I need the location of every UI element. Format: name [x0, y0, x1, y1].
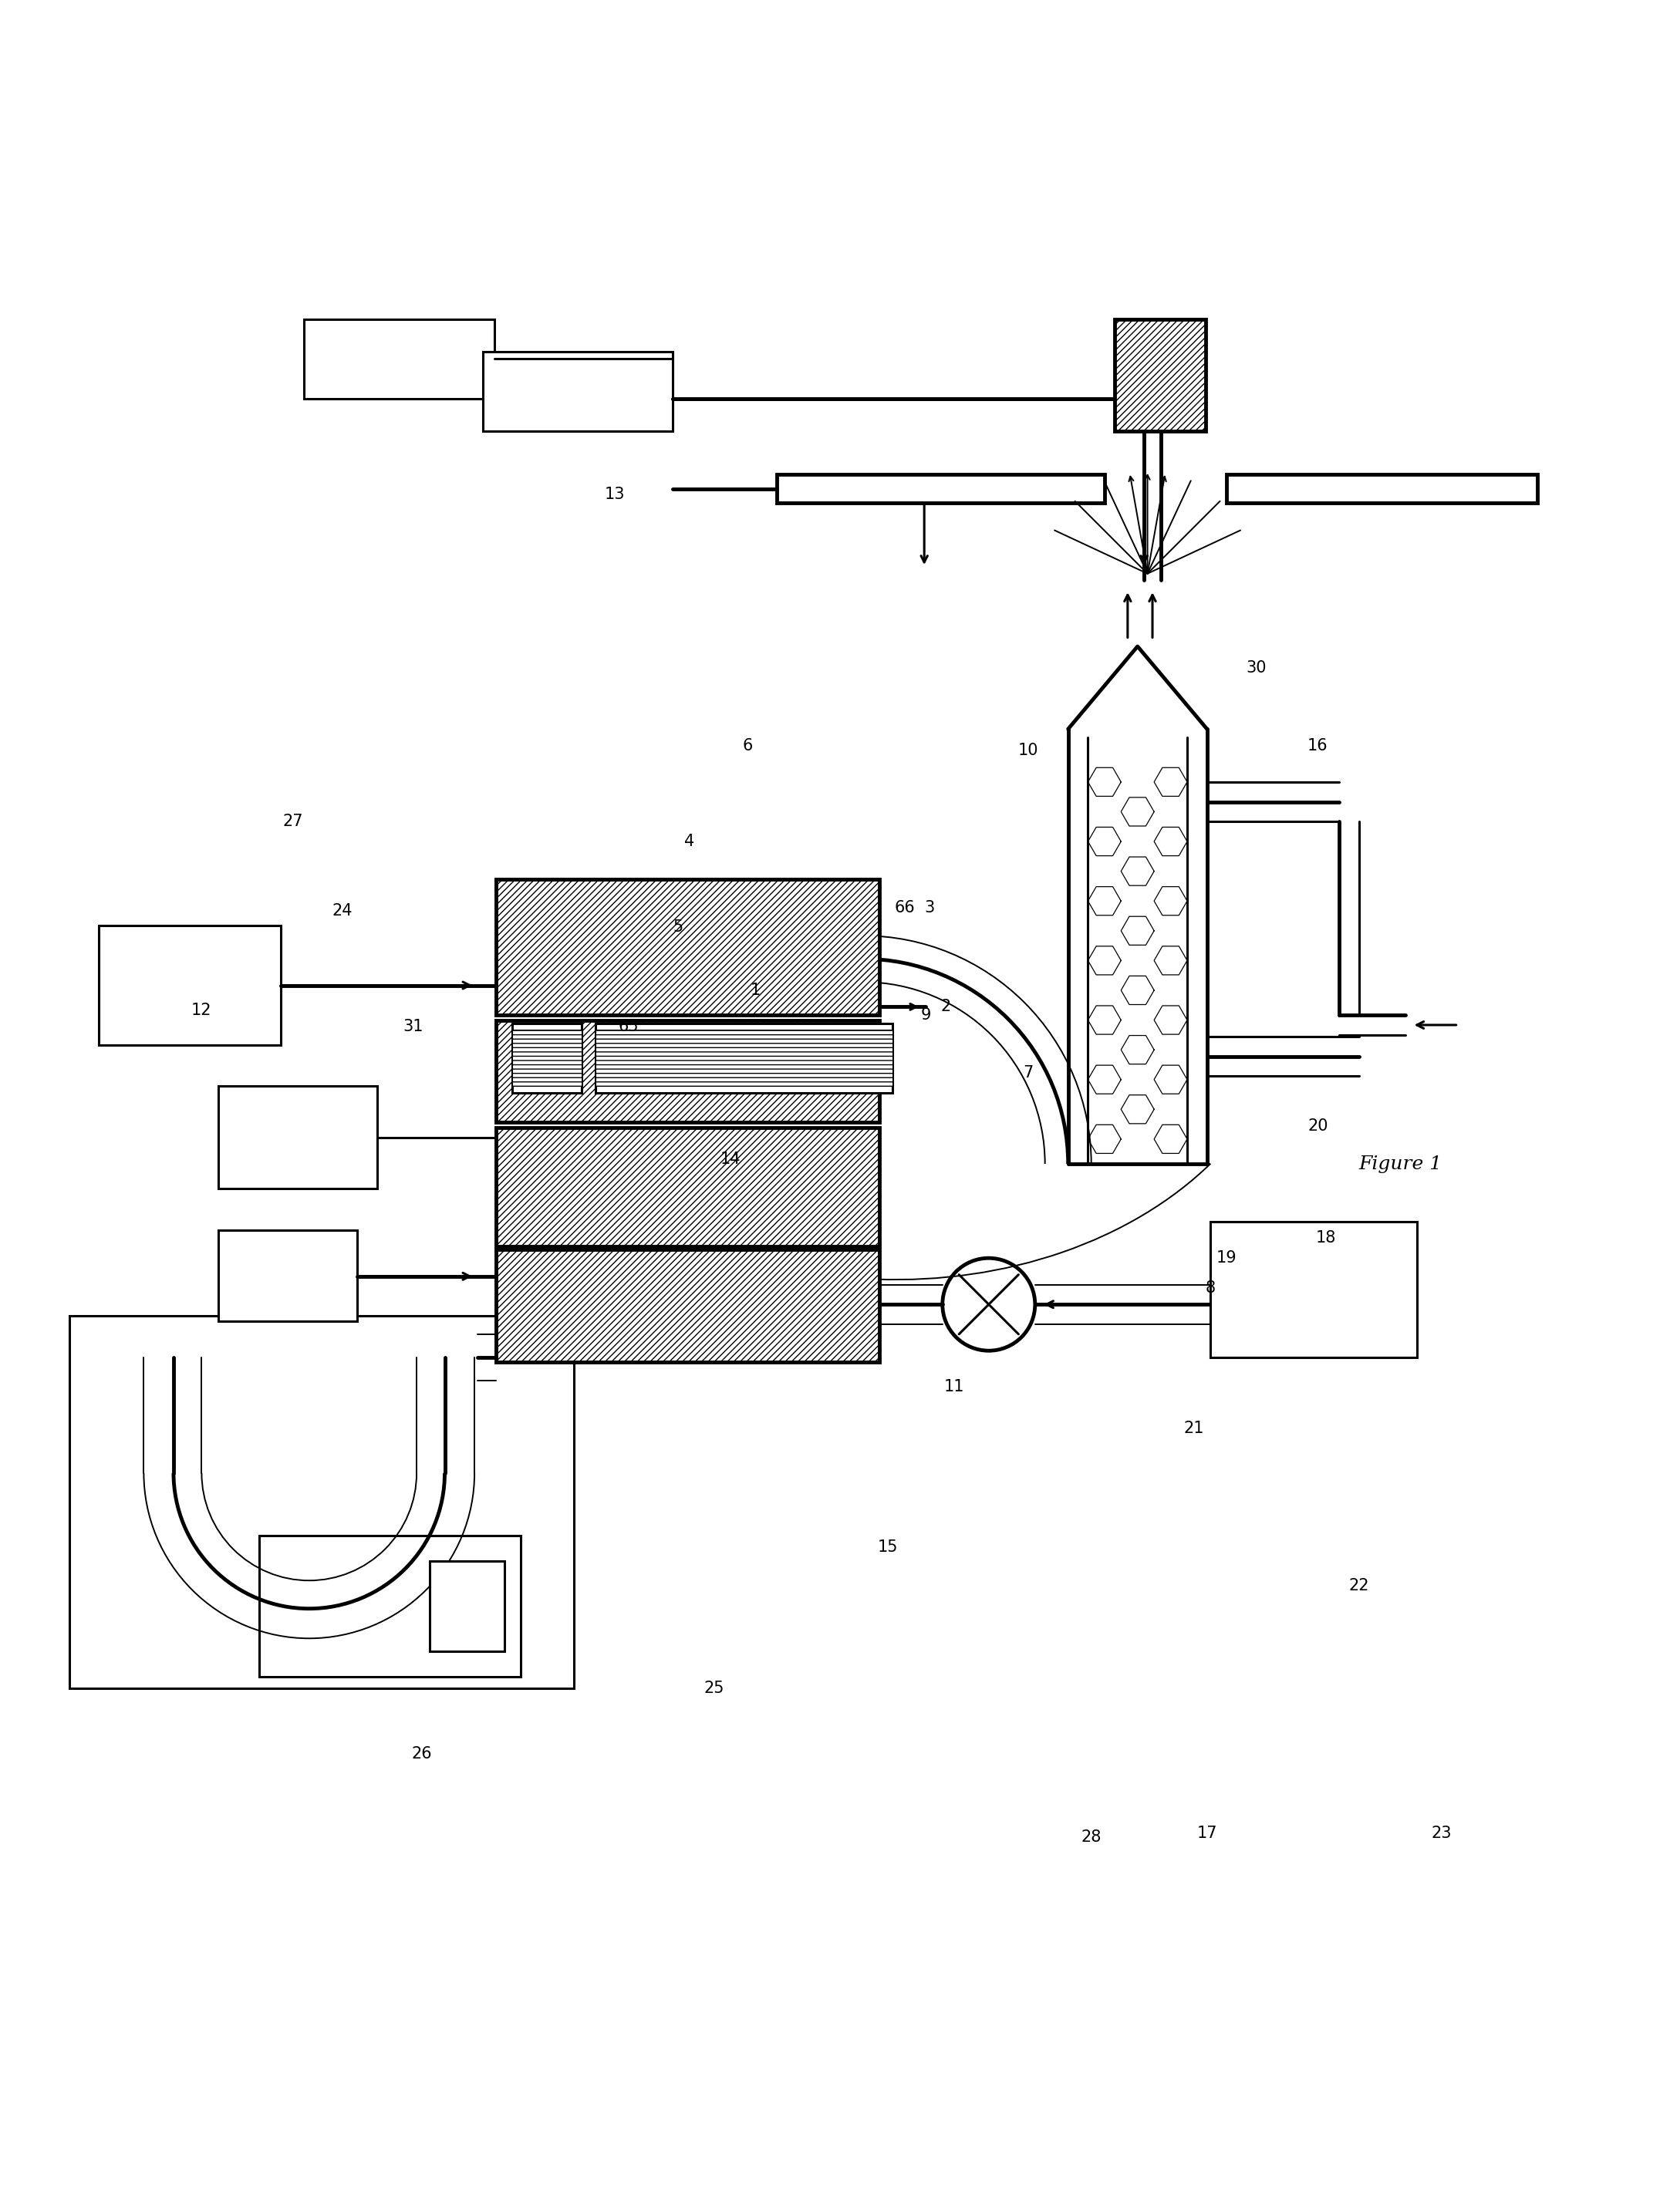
Text: 26: 26	[412, 1747, 432, 1761]
Bar	[513, 1031, 583, 1086]
Bar	[496, 1020, 880, 1121]
Bar	[483, 352, 672, 431]
Text: 27: 27	[282, 814, 302, 830]
Bar	[496, 1128, 880, 1248]
Text: 21: 21	[1184, 1420, 1204, 1436]
Text: 1: 1	[750, 982, 760, 998]
Text: 12: 12	[191, 1002, 212, 1018]
Text: 9: 9	[921, 1006, 931, 1022]
Bar	[217, 1086, 377, 1188]
Bar	[496, 1250, 880, 1363]
Bar	[304, 319, 495, 398]
Bar	[259, 1535, 521, 1677]
Text: Figure 1: Figure 1	[1360, 1155, 1443, 1172]
Text: 10: 10	[1018, 743, 1039, 759]
Bar	[70, 1316, 574, 1688]
Bar	[1114, 319, 1205, 431]
Text: 65: 65	[618, 1020, 639, 1035]
Text: 16: 16	[1308, 739, 1328, 754]
Bar	[496, 880, 880, 1015]
Text: 31: 31	[403, 1020, 423, 1035]
Bar	[100, 927, 281, 1044]
Text: 6: 6	[742, 739, 752, 754]
Text: 3: 3	[925, 900, 935, 916]
Text: 19: 19	[1217, 1250, 1237, 1265]
Text: 4: 4	[684, 834, 694, 849]
Bar	[777, 473, 1104, 502]
Text: 13: 13	[604, 487, 626, 502]
Text: 15: 15	[878, 1540, 898, 1555]
Text: 2: 2	[941, 1000, 951, 1015]
Text: 28: 28	[1081, 1829, 1102, 1845]
Text: 14: 14	[720, 1150, 740, 1166]
Text: 7: 7	[1023, 1066, 1034, 1082]
Bar	[1210, 1221, 1418, 1358]
Text: 22: 22	[1350, 1577, 1369, 1593]
Text: 25: 25	[704, 1681, 724, 1697]
Text: 23: 23	[1431, 1825, 1452, 1840]
Text: 30: 30	[1247, 659, 1267, 675]
Text: 66: 66	[895, 900, 915, 916]
Bar	[596, 1031, 893, 1086]
Bar	[596, 1024, 893, 1093]
Text: 24: 24	[332, 902, 352, 918]
Text: 17: 17	[1197, 1825, 1217, 1840]
Bar	[430, 1562, 505, 1652]
Text: 5: 5	[672, 920, 682, 936]
Bar	[1227, 473, 1537, 502]
Text: 11: 11	[945, 1380, 964, 1396]
Bar	[513, 1024, 583, 1093]
Text: 8: 8	[1205, 1281, 1215, 1296]
Bar	[217, 1230, 357, 1321]
Text: 18: 18	[1316, 1230, 1336, 1245]
Text: 20: 20	[1308, 1117, 1328, 1133]
